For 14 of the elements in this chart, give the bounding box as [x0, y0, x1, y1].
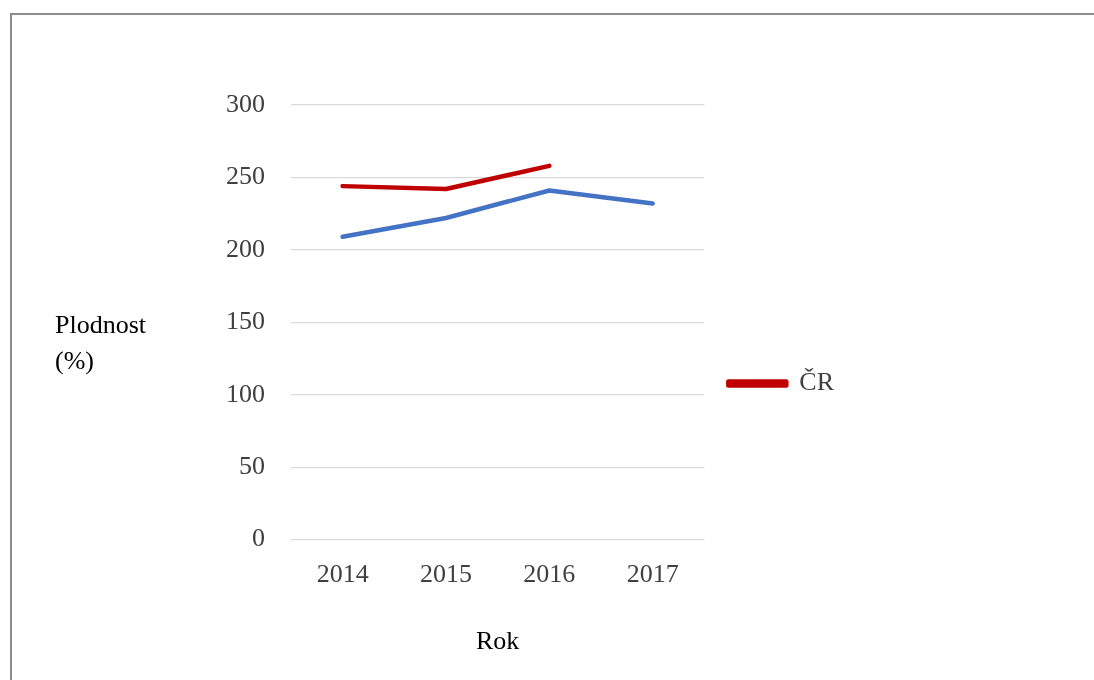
- y-tick-label: 50: [239, 450, 265, 480]
- x-tick-label: 2014: [316, 559, 369, 589]
- x-tick-label: 2015: [419, 559, 472, 589]
- y-tick-label: 150: [226, 306, 265, 336]
- y-tick-label: 300: [226, 88, 265, 118]
- x-axis-title: Rok: [475, 626, 520, 656]
- y-tick-label: 0: [252, 523, 265, 553]
- y-tick-label: 200: [226, 233, 265, 263]
- y-tick-label: 250: [226, 161, 265, 191]
- y-tick-label: 100: [226, 378, 265, 408]
- legend-label: ČR: [799, 367, 835, 397]
- y-axis-title: Plodnost (%): [55, 310, 147, 376]
- x-tick-label: 2016: [523, 559, 576, 589]
- x-tick-label: 2017: [626, 559, 679, 589]
